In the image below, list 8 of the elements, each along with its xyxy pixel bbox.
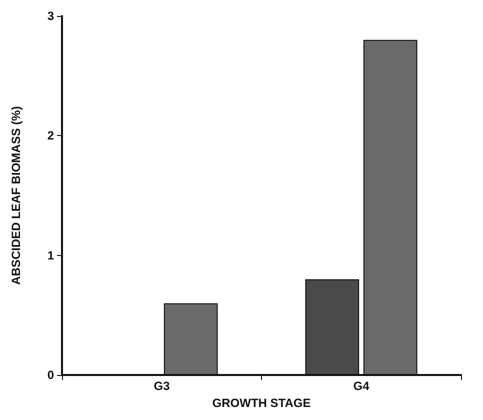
y-tick-label: 3 [47,9,54,23]
y-tick-label: 0 [47,368,54,382]
y-axis-title: ABSCIDED LEAF BIOMASS (%) [9,106,23,285]
x-axis-title: GROWTH STAGE [212,396,311,410]
y-tick-label: 1 [47,248,54,262]
x-tick-label: G3 [154,379,170,393]
x-tick-label: G4 [353,379,370,393]
y-tick-label: 2 [47,128,54,143]
